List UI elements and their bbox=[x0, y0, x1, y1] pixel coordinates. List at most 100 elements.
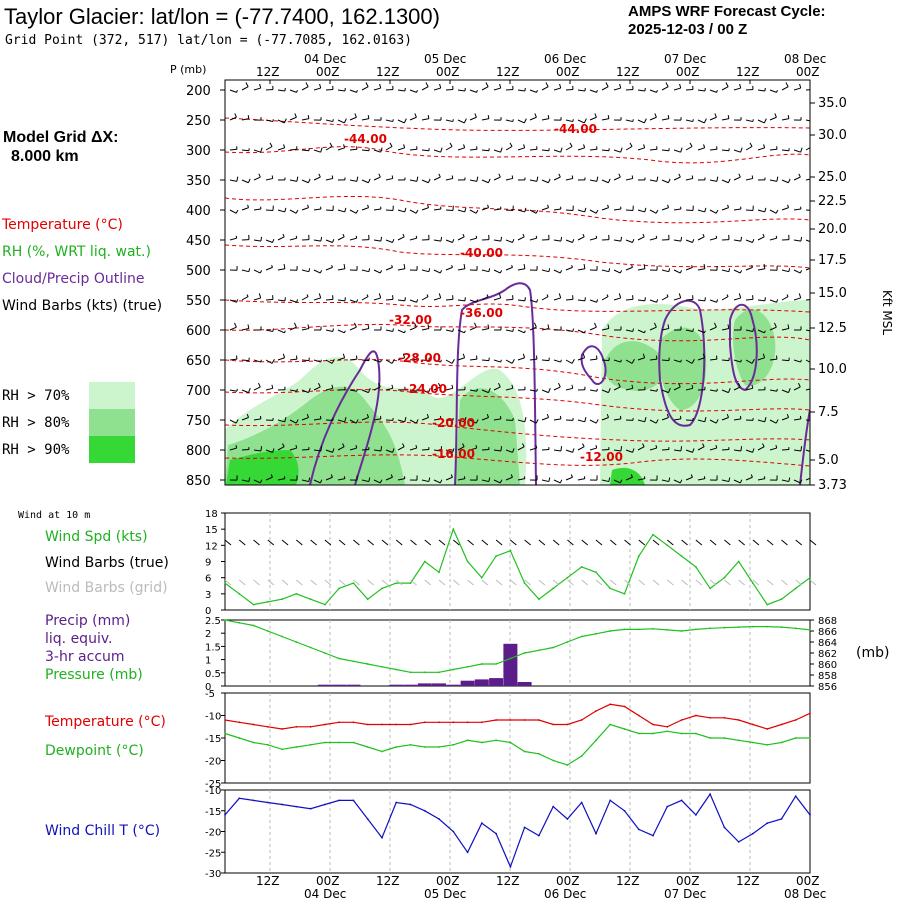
rh-shading bbox=[610, 467, 645, 485]
wind-barb bbox=[649, 299, 659, 303]
wind-barb bbox=[313, 206, 322, 211]
wind-barb bbox=[265, 448, 275, 453]
pressure-tick-label: 800 bbox=[186, 444, 211, 459]
wind-barb bbox=[253, 293, 262, 301]
height-axis-title: Kft MSL bbox=[880, 290, 894, 335]
wind-barb bbox=[289, 235, 298, 241]
windchill-series-point bbox=[809, 814, 811, 816]
surface-wind-barb bbox=[809, 539, 817, 586]
surface-wind-barb bbox=[752, 539, 760, 586]
wind-barb bbox=[433, 173, 441, 181]
pressure-series-point bbox=[709, 627, 711, 630]
temperature-series-point bbox=[737, 719, 740, 721]
cloud-outline bbox=[658, 299, 706, 427]
wind-barb bbox=[337, 233, 345, 241]
wind-ytick-label: 15 bbox=[205, 525, 218, 536]
wind-barb bbox=[613, 415, 622, 421]
pressure-series-point bbox=[266, 630, 269, 632]
wind-barb bbox=[265, 358, 275, 364]
windchill-ytick-label: -15 bbox=[205, 807, 221, 818]
wind-barb bbox=[721, 387, 731, 394]
windchill-series-point bbox=[752, 832, 754, 835]
wind-speed-series-point bbox=[680, 555, 683, 557]
wind-barb bbox=[613, 446, 623, 452]
cloud-outline bbox=[580, 345, 607, 385]
windchill-series-point bbox=[509, 865, 512, 868]
wind-barb bbox=[277, 263, 286, 271]
wind-barb bbox=[289, 113, 297, 121]
wind-barb bbox=[661, 204, 670, 211]
wind-speed-series-point bbox=[723, 576, 726, 579]
wind-barb bbox=[421, 413, 430, 421]
wind-barb bbox=[445, 85, 454, 91]
pressure-series-point bbox=[423, 671, 426, 674]
bottom-time-tick-label: 12Z bbox=[616, 874, 640, 888]
pressure-series bbox=[224, 619, 811, 673]
wind-barb bbox=[601, 324, 610, 331]
rh-shading bbox=[226, 450, 299, 485]
pressure-series-point bbox=[538, 649, 540, 652]
isotherm-line bbox=[225, 146, 810, 164]
wind-barb bbox=[445, 238, 455, 243]
wind-barb bbox=[541, 234, 550, 241]
wind-barb bbox=[577, 263, 586, 271]
temperature-series-point bbox=[637, 714, 640, 717]
wind-barb bbox=[469, 266, 478, 271]
surface-wind-barb bbox=[652, 539, 660, 586]
wind-barb bbox=[265, 205, 274, 211]
wind-barb bbox=[529, 445, 538, 451]
temperature-series-point bbox=[680, 719, 683, 721]
wind-barb bbox=[397, 144, 406, 151]
wind-barb bbox=[229, 89, 238, 93]
wind-barb bbox=[769, 209, 779, 214]
wind-barb bbox=[229, 235, 238, 241]
dewpoint-series-point bbox=[609, 723, 612, 726]
wind-barb bbox=[721, 477, 731, 483]
isotherm-label: -16.00 bbox=[432, 447, 475, 461]
wind-barb bbox=[613, 83, 622, 91]
wind-barb bbox=[781, 178, 791, 184]
wind-barb bbox=[565, 448, 575, 453]
temperature-series-point bbox=[780, 723, 783, 726]
wind-barb bbox=[265, 119, 274, 123]
wind-barb bbox=[481, 477, 491, 483]
pressure-ytick-label: 866 bbox=[818, 627, 837, 638]
wind-barb bbox=[421, 324, 430, 331]
wind-speed-series-point bbox=[637, 555, 640, 557]
wind-barb bbox=[613, 147, 623, 153]
wind-barb bbox=[517, 443, 525, 451]
bottom-date-label: 07 Dec bbox=[664, 887, 706, 900]
windchill-ytick-label: -10 bbox=[205, 786, 221, 797]
model-grid-label: Model Grid ΔX: bbox=[3, 129, 119, 146]
wind-barb bbox=[505, 328, 514, 332]
wind-speed-series-point bbox=[695, 566, 697, 568]
wind-barb bbox=[481, 294, 489, 301]
pressure-series-point bbox=[366, 663, 369, 665]
temperature-series-point bbox=[509, 719, 512, 721]
temperature-series-point bbox=[238, 721, 241, 724]
windchill-series-point bbox=[623, 809, 626, 812]
wind-barb bbox=[793, 479, 803, 484]
wind-barb bbox=[373, 147, 383, 153]
temperature-series-point bbox=[295, 725, 298, 728]
wind-barb bbox=[493, 293, 502, 301]
windchill-series-point bbox=[395, 801, 398, 804]
wind-barb bbox=[385, 358, 395, 364]
wind-barb bbox=[229, 322, 237, 331]
wind-barb bbox=[529, 89, 538, 93]
wind-barb bbox=[277, 207, 287, 213]
wind-barb bbox=[553, 359, 562, 363]
wind-barb bbox=[445, 448, 455, 453]
wind-barb bbox=[313, 236, 323, 242]
wind-barb bbox=[301, 204, 310, 211]
windchill-series-point bbox=[324, 803, 326, 806]
wind-barb bbox=[229, 355, 238, 361]
windchill-series-point bbox=[552, 805, 555, 808]
wind-barb bbox=[769, 146, 778, 151]
legend-cloud-outline: Cloud/Precip Outline bbox=[2, 271, 145, 287]
wind-barb bbox=[709, 322, 717, 331]
windchill-series-point bbox=[381, 836, 383, 839]
wind-barb bbox=[301, 178, 311, 184]
wind-barb bbox=[793, 446, 803, 452]
wind-barb bbox=[685, 474, 693, 481]
